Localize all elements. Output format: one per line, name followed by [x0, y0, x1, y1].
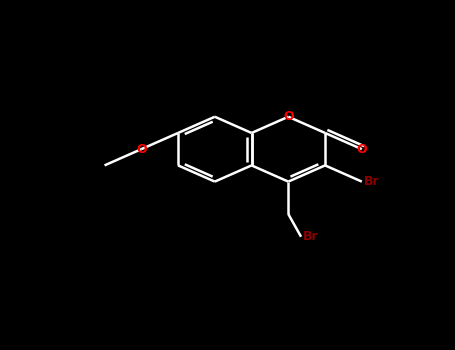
- Text: O: O: [136, 143, 147, 156]
- Text: O: O: [283, 110, 293, 123]
- Text: Br: Br: [364, 175, 379, 188]
- Text: Br: Br: [303, 230, 318, 243]
- Text: O: O: [357, 143, 367, 156]
